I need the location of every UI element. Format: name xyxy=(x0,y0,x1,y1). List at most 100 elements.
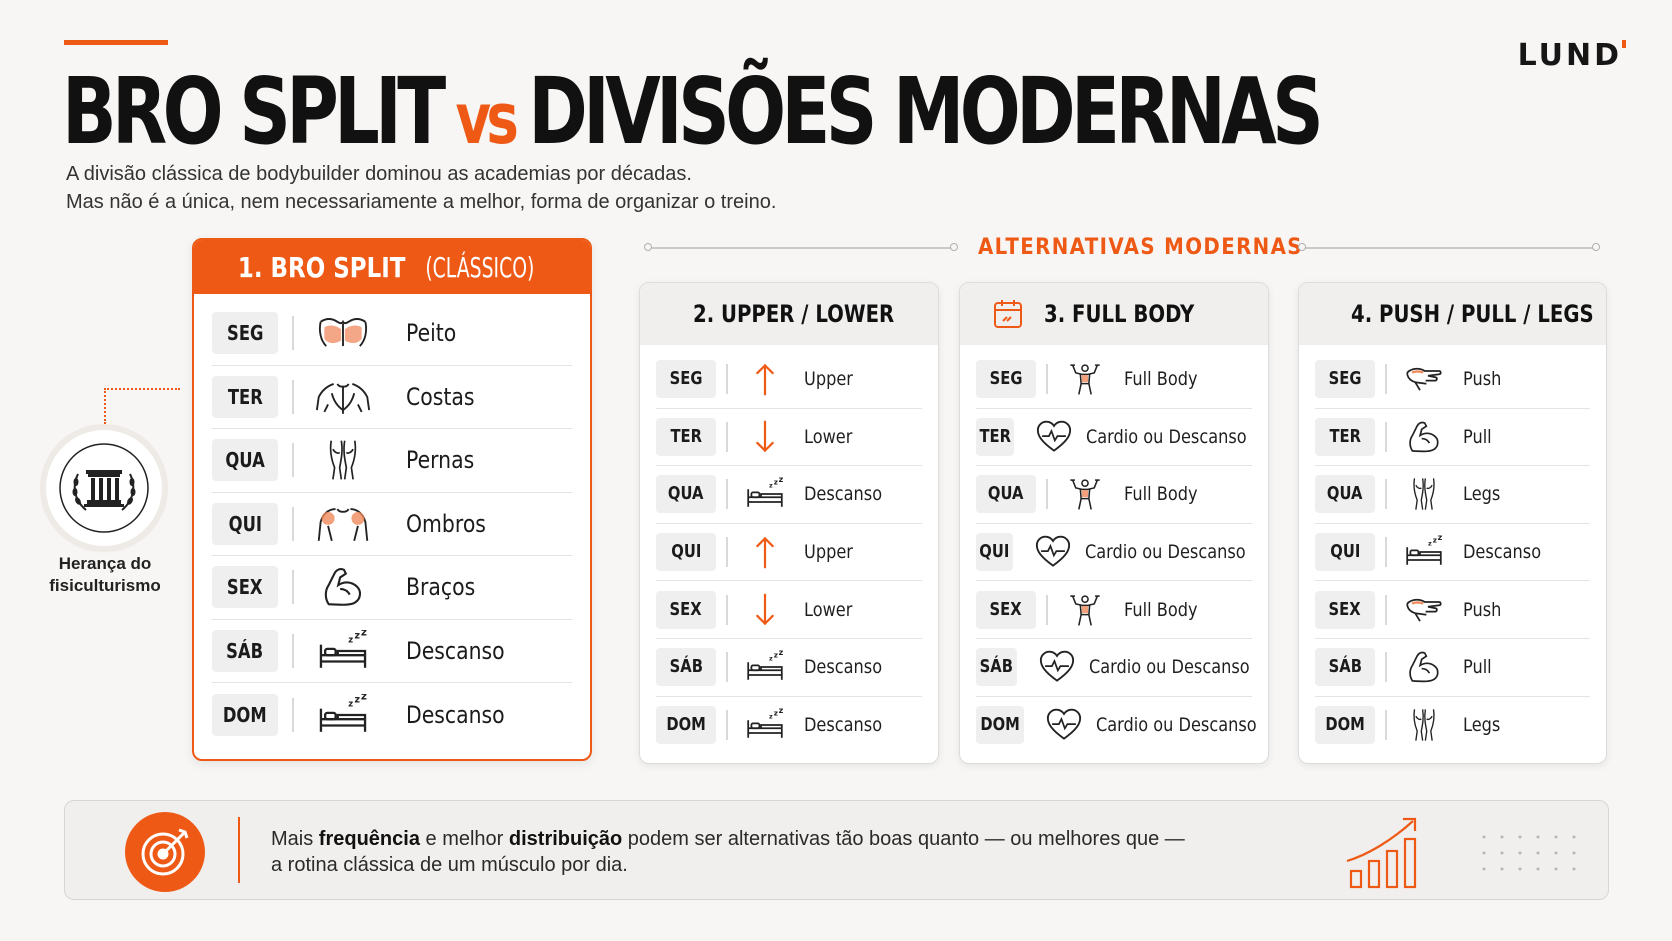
row-separator xyxy=(292,697,294,732)
bed-icon xyxy=(308,691,378,739)
workout-label: Push xyxy=(1463,368,1502,391)
day-badge: SEX xyxy=(1315,590,1375,629)
alt-dot xyxy=(1298,243,1306,251)
upper-lower-card: 2. UPPER / LOWER SEG Upper TER Lower QUA Desc… xyxy=(639,282,939,764)
growth-chart-icon xyxy=(1346,817,1417,889)
calendar-icon xyxy=(672,298,673,330)
workout-label: Descanso xyxy=(804,483,883,506)
workout-label: Legs xyxy=(1463,483,1501,506)
heart-pulse-icon xyxy=(1034,417,1074,457)
row-separator xyxy=(726,364,728,395)
workout-label: Descanso xyxy=(804,714,883,737)
heart-pulse-icon xyxy=(1037,647,1077,687)
workout-label: Braços xyxy=(406,573,476,602)
card-header: 3. FULL BODY xyxy=(960,283,1268,345)
footer-t3: podem ser alternativas tão boas quanto —… xyxy=(622,828,1185,850)
workout-label: Full Body xyxy=(1124,483,1198,506)
day-row: SEX Lower xyxy=(656,581,922,639)
day-badge: TER xyxy=(656,417,716,456)
alt-dot xyxy=(1592,243,1600,251)
workout-label: Push xyxy=(1463,598,1502,621)
day-row: SEG Upper xyxy=(656,351,922,409)
heritage-connector xyxy=(104,388,180,424)
day-badge: SEX xyxy=(976,590,1036,629)
day-badge: SÁB xyxy=(212,629,278,672)
day-badge: QUA xyxy=(976,475,1036,514)
row-separator xyxy=(726,479,728,510)
card-header: 2. UPPER / LOWER xyxy=(640,283,938,345)
page-title: BRO SPLIT vs DIVISÕES MODERNAS xyxy=(62,58,1324,165)
workout-label: Costas xyxy=(406,382,475,411)
card-title: 3. FULL BODY xyxy=(1044,300,1195,328)
row-separator xyxy=(1046,479,1048,510)
day-badge: TER xyxy=(976,417,1015,456)
footer-text: Mais frequência e melhor distribuição po… xyxy=(271,826,1301,878)
bro-split-header: 1. BRO SPLIT (CLÁSSICO) xyxy=(194,240,590,294)
day-badge: SÁB xyxy=(976,648,1017,687)
workout-label: Descanso xyxy=(804,656,883,679)
workout-label: Full Body xyxy=(1124,598,1198,621)
workout-label: Pernas xyxy=(406,446,475,475)
back-icon xyxy=(308,373,378,421)
day-badge: SEG xyxy=(1315,360,1375,399)
chest-icon xyxy=(308,309,378,357)
day-row: SÁB Pull xyxy=(1315,639,1590,697)
day-badge: SÁB xyxy=(1315,648,1375,687)
day-badge: TER xyxy=(1315,417,1375,456)
bro-split-title: 1. BRO SPLIT xyxy=(237,250,406,284)
arrow-up-icon xyxy=(738,532,792,572)
row-separator xyxy=(1385,594,1387,625)
day-badge: QUI xyxy=(976,533,1013,572)
footer-line-2: a rotina clássica de um músculo por dia. xyxy=(271,854,628,876)
day-row: QUA Full Body xyxy=(976,466,1252,524)
workout-label: Cardio ou Descanso xyxy=(1096,714,1257,737)
day-row: SÁB Descanso xyxy=(656,639,922,697)
row-separator xyxy=(1046,594,1048,625)
bed-icon xyxy=(308,627,378,675)
title-right: DIVISÕES MODERNAS xyxy=(528,58,1324,165)
day-badge: QUI xyxy=(656,533,716,572)
full-body-icon xyxy=(1058,474,1112,514)
footer-b1: frequência xyxy=(318,828,420,850)
workout-label: Peito xyxy=(406,319,457,348)
row-separator xyxy=(1046,364,1048,395)
day-badge: QUA xyxy=(212,439,278,482)
dot-pattern xyxy=(1475,829,1579,877)
day-badge: DOM xyxy=(1315,706,1375,745)
day-badge: QUI xyxy=(1315,533,1375,572)
card-title: 2. UPPER / LOWER xyxy=(692,300,894,328)
arrow-down-icon xyxy=(738,590,792,630)
day-badge: SEX xyxy=(212,566,278,609)
full-body-card: 3. FULL BODY SEG Full Body TER Cardio ou De… xyxy=(959,282,1269,764)
heritage-badge xyxy=(46,430,162,546)
day-row: QUI Ombros xyxy=(212,493,572,556)
legs-icon xyxy=(1397,705,1451,745)
row-separator xyxy=(726,421,728,452)
day-badge: SÁB xyxy=(656,648,716,687)
day-row: SEG Peito xyxy=(212,302,572,366)
footer-t1: Mais xyxy=(271,828,319,850)
workout-label: Descanso xyxy=(406,636,505,665)
day-badge: DOM xyxy=(976,706,1025,745)
day-row: SEX Full Body xyxy=(976,581,1252,639)
row-separator xyxy=(726,710,728,741)
workout-label: Cardio ou Descanso xyxy=(1086,425,1248,448)
day-badge: QUA xyxy=(1315,475,1375,514)
bed-icon xyxy=(738,474,792,514)
legs-icon xyxy=(1397,474,1451,514)
brand-logo: LUND xyxy=(1518,38,1626,73)
workout-label: Descanso xyxy=(406,700,505,729)
heritage-line-2: fisiculturismo xyxy=(49,576,161,595)
alt-line-right xyxy=(1304,247,1596,249)
workout-label: Upper xyxy=(804,368,853,391)
footer-line-1: Mais frequência e melhor distribuição po… xyxy=(271,826,1301,852)
subtitle: A divisão clássica de bodybuilder domino… xyxy=(66,160,776,216)
footer-callout: Mais frequência e melhor distribuição po… xyxy=(64,800,1609,900)
legs-icon xyxy=(308,436,378,484)
day-row: TER Lower xyxy=(656,409,922,467)
workout-label: Legs xyxy=(1463,714,1501,737)
day-row: TER Cardio ou Descanso xyxy=(976,409,1252,467)
day-row: SEG Full Body xyxy=(976,351,1252,409)
alt-dot xyxy=(950,243,958,251)
full-body-icon xyxy=(1058,359,1112,399)
